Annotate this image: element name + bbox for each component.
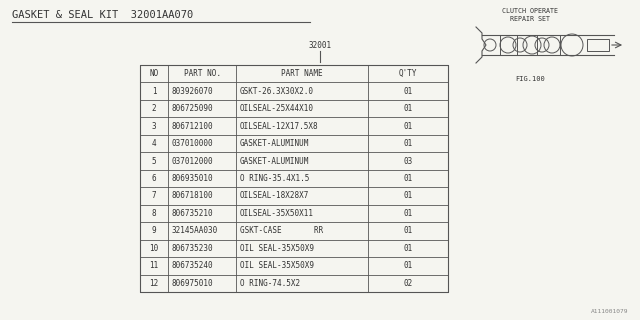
Text: O RING-35.4X1.5: O RING-35.4X1.5 <box>240 174 309 183</box>
Text: 803926070: 803926070 <box>171 87 212 96</box>
Text: REPAIR SET: REPAIR SET <box>510 16 550 22</box>
Text: NO: NO <box>149 69 159 78</box>
Text: 037010000: 037010000 <box>171 139 212 148</box>
Text: 3: 3 <box>152 122 156 131</box>
Bar <box>587 39 609 51</box>
Text: Q'TY: Q'TY <box>399 69 417 78</box>
Text: 037012000: 037012000 <box>171 156 212 165</box>
Text: GSKT-CASE       RR: GSKT-CASE RR <box>240 226 323 236</box>
Text: 806718100: 806718100 <box>171 191 212 200</box>
Text: 01: 01 <box>403 244 413 253</box>
Text: 12: 12 <box>149 279 159 288</box>
Text: 01: 01 <box>403 261 413 270</box>
Text: 01: 01 <box>403 174 413 183</box>
Text: 01: 01 <box>403 209 413 218</box>
Text: OILSEAL-35X50X11: OILSEAL-35X50X11 <box>240 209 314 218</box>
Text: 01: 01 <box>403 139 413 148</box>
Text: GSKT-26.3X30X2.0: GSKT-26.3X30X2.0 <box>240 87 314 96</box>
Text: 806725090: 806725090 <box>171 104 212 113</box>
Text: OILSEAL-25X44X10: OILSEAL-25X44X10 <box>240 104 314 113</box>
Text: 01: 01 <box>403 104 413 113</box>
Text: 1: 1 <box>152 87 156 96</box>
Text: 806712100: 806712100 <box>171 122 212 131</box>
Text: 01: 01 <box>403 226 413 236</box>
Text: 806735240: 806735240 <box>171 261 212 270</box>
Text: 6: 6 <box>152 174 156 183</box>
Text: 8: 8 <box>152 209 156 218</box>
Text: 01: 01 <box>403 191 413 200</box>
Text: GASKET-ALUMINUM: GASKET-ALUMINUM <box>240 139 309 148</box>
Text: OILSEAL-18X28X7: OILSEAL-18X28X7 <box>240 191 309 200</box>
Text: 02: 02 <box>403 279 413 288</box>
Text: 2: 2 <box>152 104 156 113</box>
Text: PART NO.: PART NO. <box>184 69 221 78</box>
Text: 01: 01 <box>403 122 413 131</box>
Text: OILSEAL-12X17.5X8: OILSEAL-12X17.5X8 <box>240 122 319 131</box>
Text: 10: 10 <box>149 244 159 253</box>
Text: O RING-74.5X2: O RING-74.5X2 <box>240 279 300 288</box>
Text: 806935010: 806935010 <box>171 174 212 183</box>
Text: OIL SEAL-35X50X9: OIL SEAL-35X50X9 <box>240 261 314 270</box>
Text: 32145AA030: 32145AA030 <box>171 226 217 236</box>
Text: 5: 5 <box>152 156 156 165</box>
Text: 806735210: 806735210 <box>171 209 212 218</box>
Text: GASKET & SEAL KIT  32001AA070: GASKET & SEAL KIT 32001AA070 <box>12 10 193 20</box>
Text: 7: 7 <box>152 191 156 200</box>
Text: 9: 9 <box>152 226 156 236</box>
Text: FIG.100: FIG.100 <box>515 76 545 82</box>
Text: OIL SEAL-35X50X9: OIL SEAL-35X50X9 <box>240 244 314 253</box>
Text: 806735230: 806735230 <box>171 244 212 253</box>
Text: 4: 4 <box>152 139 156 148</box>
Text: 03: 03 <box>403 156 413 165</box>
Bar <box>140 65 448 292</box>
Text: 32001: 32001 <box>308 41 332 50</box>
Text: GASKET-ALUMINUM: GASKET-ALUMINUM <box>240 156 309 165</box>
Text: A111001079: A111001079 <box>591 309 628 314</box>
Text: CLUTCH OPERATE: CLUTCH OPERATE <box>502 8 558 14</box>
Text: 11: 11 <box>149 261 159 270</box>
Text: 01: 01 <box>403 87 413 96</box>
Text: PART NAME: PART NAME <box>281 69 323 78</box>
Text: 806975010: 806975010 <box>171 279 212 288</box>
